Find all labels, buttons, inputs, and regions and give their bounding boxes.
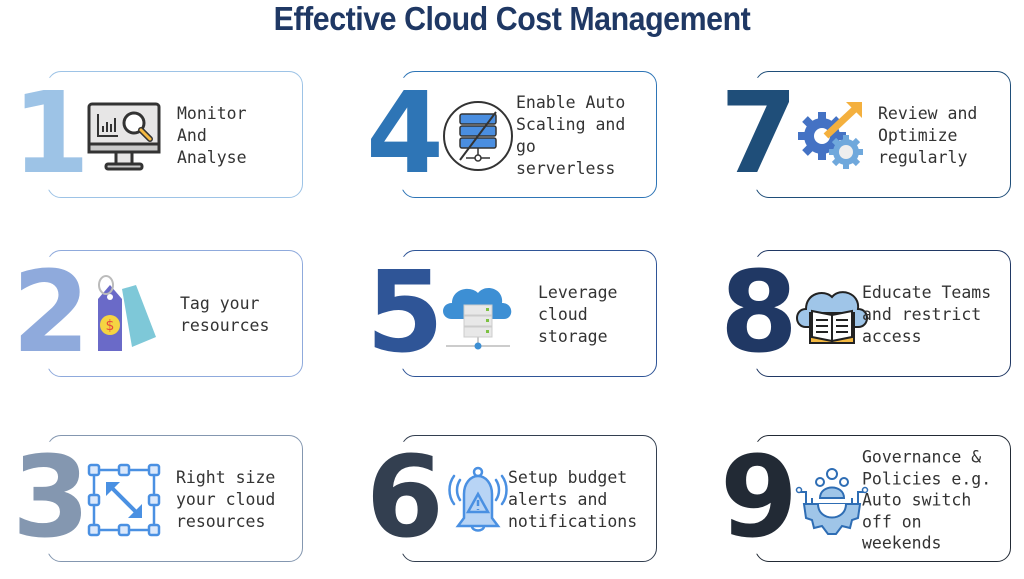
step-number: 1 <box>10 68 90 199</box>
price-tag-icon: $ <box>84 275 164 355</box>
card-right-size: 3 Right size your cloud resources <box>2 432 303 565</box>
gears-optimize-icon <box>792 96 872 176</box>
step-number: 6 <box>364 432 444 563</box>
card-label: Leverage cloud storage <box>538 283 618 346</box>
page-title: Effective Cloud Cost Management <box>273 0 751 37</box>
step-number: 7 <box>718 68 798 199</box>
card-review-optimize: 7 Review and Optimize regularly <box>710 68 1011 201</box>
alert-bell-icon <box>438 460 518 540</box>
step-number: 8 <box>718 247 798 378</box>
card-auto-scaling: 4 Enable Auto Scaling and go serverless <box>356 68 657 201</box>
card-monitor-analyse: 1 Monitor And Analyse <box>2 68 303 201</box>
governance-icon <box>792 460 872 540</box>
serverless-icon <box>438 96 518 176</box>
step-number: 3 <box>10 432 90 563</box>
resize-icon <box>84 460 164 540</box>
cloud-storage-icon <box>438 275 518 355</box>
card-budget-alerts: 6 Setup budget alerts and notifications <box>356 432 657 565</box>
svg-text:$: $ <box>106 318 115 334</box>
card-tag-resources: 2 $ Tag your resources <box>2 247 303 380</box>
card-cloud-storage: 5 Leverage cloud storage <box>356 247 657 380</box>
card-border <box>401 435 657 562</box>
step-number: 5 <box>364 247 444 378</box>
card-label: Enable Auto Scaling and go serverless <box>516 93 626 178</box>
card-label: Tag your resources <box>180 294 270 335</box>
card-label: Educate Teams and restrict access <box>862 283 992 346</box>
card-border <box>47 250 303 377</box>
card-label: Review and Optimize regularly <box>878 104 978 167</box>
step-number: 4 <box>364 68 444 199</box>
card-label: Governance & Policies e.g. Auto switch o… <box>862 447 992 553</box>
card-educate-teams: 8 Educate Teams and restrict access <box>710 247 1011 380</box>
step-number: 2 <box>10 247 90 378</box>
cloud-book-icon <box>792 275 872 355</box>
card-label: Monitor And Analyse <box>177 104 247 167</box>
card-governance: 9 Governance & Policies e.g. Auto switch… <box>710 432 1011 565</box>
card-border <box>755 71 1011 198</box>
monitor-analytics-icon <box>84 96 164 176</box>
step-number: 9 <box>718 432 798 563</box>
card-label: Setup budget alerts and notifications <box>508 468 638 531</box>
card-label: Right size your cloud resources <box>176 468 276 531</box>
card-border <box>755 435 1011 562</box>
